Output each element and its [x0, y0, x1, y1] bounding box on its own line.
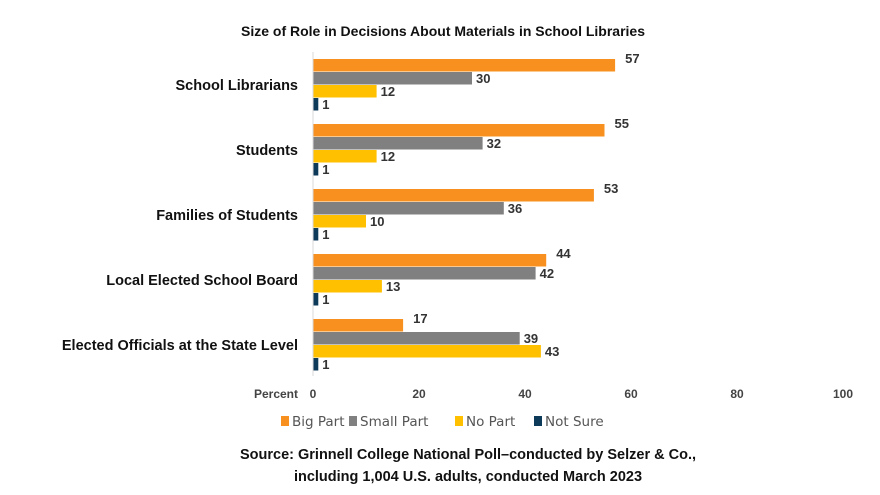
category-label: School Librarians — [176, 78, 298, 94]
legend-swatch — [349, 416, 357, 426]
bar-no-part — [313, 85, 377, 98]
data-label: 12 — [381, 84, 395, 99]
bar-not-sure — [313, 98, 319, 111]
data-label: 57 — [625, 51, 639, 66]
legend-label: No Part — [466, 414, 515, 430]
data-label: 36 — [508, 201, 522, 216]
legend-swatch — [534, 416, 542, 426]
bar-big-part — [313, 319, 404, 332]
x-axis-label: Percent — [254, 387, 298, 401]
data-label: 32 — [487, 136, 501, 151]
data-label: 10 — [370, 214, 384, 229]
data-label: 55 — [615, 116, 629, 131]
data-label: 44 — [556, 246, 571, 261]
x-tick-label: 0 — [310, 387, 317, 401]
data-label: 12 — [381, 149, 395, 164]
legend-label: Small Part — [360, 414, 428, 430]
bar-no-part — [313, 345, 541, 358]
source-line-2: including 1,004 U.S. adults, conducted M… — [294, 469, 642, 485]
x-tick-label: 20 — [412, 387, 426, 401]
bar-small-part — [313, 137, 483, 150]
x-tick-label: 40 — [518, 387, 532, 401]
bar-no-part — [313, 280, 382, 293]
legend-swatch — [281, 416, 289, 426]
data-label: 17 — [413, 311, 427, 326]
x-tick-label: 100 — [833, 387, 853, 401]
bar-small-part — [313, 267, 536, 280]
data-label: 1 — [322, 97, 329, 112]
bar-no-part — [313, 215, 366, 228]
bar-no-part — [313, 150, 377, 163]
bar-not-sure — [313, 358, 319, 371]
bar-small-part — [313, 332, 520, 345]
chart-title: Size of Role in Decisions About Material… — [241, 23, 645, 39]
data-label: 1 — [322, 162, 329, 177]
data-label: 13 — [386, 279, 400, 294]
source-line-1: Source: Grinnell College National Poll–c… — [240, 447, 696, 463]
data-label: 39 — [524, 331, 538, 346]
bar-not-sure — [313, 228, 319, 241]
x-tick-label: 80 — [730, 387, 744, 401]
category-label: Local Elected School Board — [106, 273, 298, 289]
category-label: Families of Students — [156, 208, 298, 224]
category-label: Elected Officials at the State Level — [62, 338, 298, 354]
bar-small-part — [313, 72, 472, 85]
data-label: 42 — [540, 266, 554, 281]
bar-big-part — [313, 254, 547, 267]
bar-small-part — [313, 202, 504, 215]
legend-label: Not Sure — [545, 414, 604, 430]
data-label: 30 — [476, 71, 490, 86]
bar-big-part — [313, 124, 605, 137]
data-label: 1 — [322, 227, 329, 242]
bar-big-part — [313, 59, 616, 72]
data-label: 1 — [322, 357, 329, 372]
category-label: Students — [236, 143, 298, 159]
legend-swatch — [455, 416, 463, 426]
bar-not-sure — [313, 163, 319, 176]
x-tick-label: 60 — [624, 387, 638, 401]
bar-big-part — [313, 189, 594, 202]
data-label: 1 — [322, 292, 329, 307]
data-label: 53 — [604, 181, 618, 196]
data-label: 43 — [545, 344, 559, 359]
legend-label: Big Part — [292, 414, 345, 430]
bar-not-sure — [313, 293, 319, 306]
